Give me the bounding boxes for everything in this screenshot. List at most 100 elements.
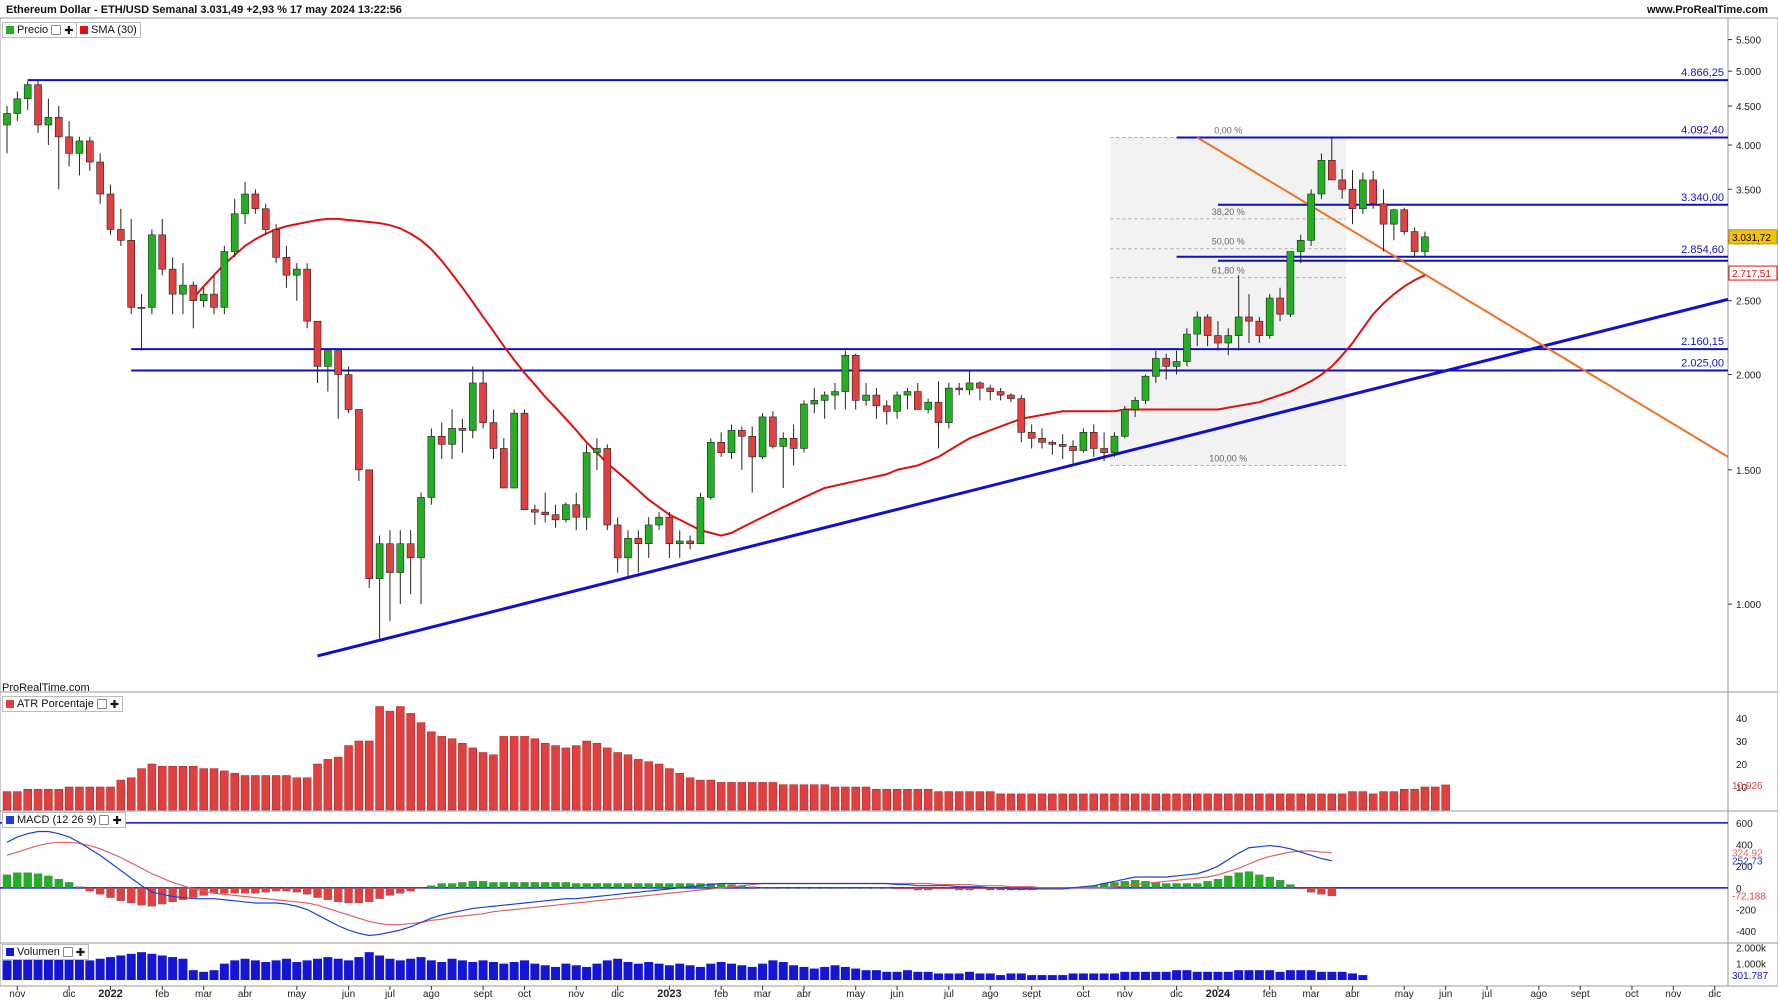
atr-bar — [934, 791, 943, 811]
atr-bar — [1286, 793, 1295, 811]
candle — [1338, 169, 1346, 199]
candle-body — [1058, 444, 1067, 447]
candle-body — [1369, 179, 1377, 205]
candle — [168, 257, 177, 315]
macd-histogram-bar — [789, 887, 798, 889]
add-icon[interactable]: ✚ — [75, 946, 86, 959]
macd-histogram-bar — [779, 887, 788, 889]
volume-bar — [809, 968, 819, 980]
legend-price[interactable]: Precio ✚ — [2, 22, 78, 38]
atr-bar — [54, 789, 63, 811]
atr-bar — [1017, 793, 1026, 811]
candle — [686, 535, 694, 550]
add-icon[interactable]: ✚ — [109, 698, 120, 711]
candle-body — [396, 543, 405, 573]
volume-bar — [199, 971, 209, 980]
candle — [1152, 350, 1160, 383]
candle-body — [406, 543, 415, 559]
candle — [727, 424, 736, 459]
y-tick-label: 4.000 — [1736, 141, 1761, 152]
macd-histogram-bar — [147, 887, 157, 907]
y-tick-label: 2.500 — [1736, 297, 1761, 308]
legend-sma[interactable]: SMA (30) — [76, 22, 141, 38]
atr-bar — [323, 759, 333, 811]
level-label: 2.025,00 — [1681, 357, 1724, 369]
candle-body — [1224, 335, 1233, 344]
candle-body — [882, 405, 891, 412]
atr-bar — [923, 789, 933, 811]
candle-body — [1328, 159, 1336, 181]
level-label: 2.854,60 — [1681, 244, 1724, 256]
candle — [1214, 321, 1222, 351]
macd-histogram-bar — [955, 887, 964, 891]
candle-body — [65, 136, 73, 154]
atr-bar — [168, 766, 177, 811]
settings-icon[interactable] — [99, 815, 110, 825]
candle-body — [448, 428, 456, 445]
volume-bar — [1130, 971, 1140, 980]
candle — [551, 504, 560, 528]
macd-histogram-bar — [541, 882, 550, 888]
macd-histogram-bar — [1286, 884, 1295, 888]
settings-icon[interactable] — [62, 947, 73, 957]
volume-bar — [1151, 971, 1161, 980]
candle-body — [230, 213, 239, 252]
candle-body — [86, 140, 94, 163]
add-icon[interactable]: ✚ — [112, 814, 122, 827]
candle-body — [292, 268, 301, 276]
volume-swatch-icon — [6, 948, 14, 956]
volume-bar — [395, 960, 405, 980]
candle-body — [758, 416, 767, 458]
candle-body — [913, 391, 922, 410]
price-swatch-icon — [6, 26, 14, 34]
macd-histogram-bar — [416, 887, 426, 889]
macd-histogram-bar — [582, 883, 591, 888]
settings-icon[interactable] — [51, 25, 62, 35]
volume-bar — [716, 962, 726, 980]
x-tick-label: jul — [1481, 989, 1492, 1000]
macd-tick-label: -200 — [1736, 906, 1756, 917]
candle — [230, 198, 239, 258]
atr-bar — [551, 745, 560, 811]
volume-bar — [551, 966, 561, 980]
macd-histogram-bar — [1141, 881, 1150, 888]
atr-bar — [1089, 793, 1098, 811]
candle-body — [324, 350, 332, 367]
atr-bar — [841, 786, 850, 811]
atr-bar — [240, 775, 250, 811]
macd-histogram-bar — [375, 887, 384, 899]
atr-bar — [468, 747, 477, 811]
candle — [924, 398, 932, 414]
legend-volume[interactable]: Volumen ✚ — [2, 944, 90, 960]
atr-bar — [1203, 793, 1212, 811]
x-tick-label: nov — [568, 989, 584, 1000]
atr-bar — [1079, 793, 1088, 811]
volume-bar — [882, 971, 892, 980]
candle — [396, 530, 405, 605]
volume-bar — [1234, 970, 1244, 980]
atr-bar — [716, 782, 726, 811]
candle — [986, 384, 995, 401]
add-icon[interactable]: ✚ — [64, 24, 74, 37]
macd-histogram-bar — [1265, 876, 1274, 888]
site-url[interactable]: www.ProRealTime.com — [1646, 4, 1768, 16]
candle-body — [1265, 297, 1274, 336]
atr-bar — [1193, 793, 1202, 811]
candle-body — [665, 516, 674, 545]
candle — [406, 530, 415, 595]
settings-icon[interactable] — [96, 699, 107, 709]
volume-bar — [633, 963, 643, 980]
legend-atr[interactable]: ATR Porcentaje ✚ — [2, 696, 124, 712]
macd-histogram-bar — [1317, 887, 1326, 895]
candle-body — [810, 400, 819, 405]
atr-bar — [282, 775, 291, 811]
candle-body — [1317, 159, 1326, 195]
volume-bar — [85, 960, 95, 980]
candle-body — [479, 382, 487, 423]
macd-histogram-bar — [261, 887, 270, 893]
candle — [448, 409, 456, 459]
legend-macd[interactable]: MACD (12 26 9) ✚ — [2, 812, 126, 828]
macd-histogram-bar — [820, 887, 829, 889]
candle — [303, 263, 311, 329]
